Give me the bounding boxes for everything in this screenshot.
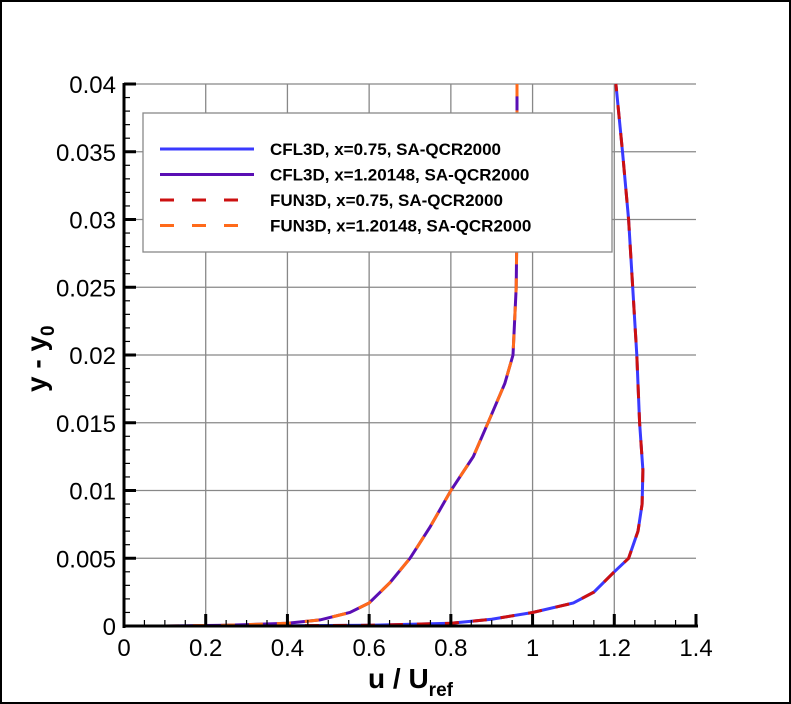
- y-tick-label: 0.015: [56, 411, 116, 438]
- x-axis-label: u / Uref: [368, 663, 454, 701]
- y-tick-label: 0: [103, 614, 116, 641]
- axes: 0 0.2 0.4 0.6 0.8 1 1.2 1.4 0 0.005 0.01 0.015 0.02 0…: [56, 72, 713, 662]
- y-axis-label: y - y0: [21, 325, 59, 392]
- legend-label-1: CFL3D, x=0.75, SA-QCR2000: [270, 140, 501, 159]
- legend-label-3: FUN3D, x=0.75, SA-QCR2000: [270, 191, 503, 210]
- y-tick-label: 0.005: [56, 546, 116, 573]
- y-tick-label: 0.03: [69, 208, 116, 235]
- x-tick-label: 1: [526, 635, 539, 662]
- y-tick-label: 0.04: [69, 72, 116, 99]
- x-tick-label: 0: [117, 635, 130, 662]
- x-tick-label: 1.4: [679, 635, 712, 662]
- x-tick-label: 0.8: [434, 635, 467, 662]
- series-line-4: [164, 84, 519, 628]
- y-tick-label: 0.02: [69, 343, 116, 370]
- x-tick-label: 0.6: [352, 635, 385, 662]
- x-tick-label: 0.4: [271, 635, 304, 662]
- x-tick-label: 0.2: [189, 635, 222, 662]
- legend-label-4: FUN3D, x=1.20148, SA-QCR2000: [270, 217, 531, 236]
- x-tick-label: 1.2: [598, 635, 631, 662]
- y-tick-label: 0.025: [56, 275, 116, 302]
- y-tick-label: 0.01: [69, 479, 116, 506]
- y-tick-label: 0.035: [56, 140, 116, 167]
- legend: CFL3D, x=0.75, SA-QCR2000 CFL3D, x=1.2014…: [142, 112, 613, 253]
- legend-label-2: CFL3D, x=1.20148, SA-QCR2000: [270, 166, 529, 185]
- legend-box: [142, 112, 613, 253]
